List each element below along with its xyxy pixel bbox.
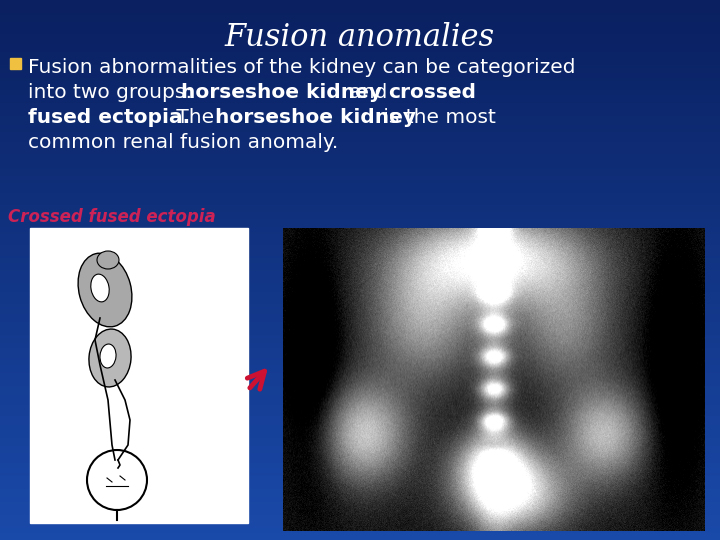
Text: crossed: crossed xyxy=(388,83,476,102)
Text: The: The xyxy=(170,108,220,127)
Text: Left
ureter: Left ureter xyxy=(490,305,525,327)
Ellipse shape xyxy=(97,251,119,269)
Text: common renal fusion anomaly.: common renal fusion anomaly. xyxy=(28,133,338,152)
Text: horseshoe kidney: horseshoe kidney xyxy=(181,83,382,102)
Text: Crossed fused ectopia: Crossed fused ectopia xyxy=(8,208,216,226)
Ellipse shape xyxy=(100,344,116,368)
Ellipse shape xyxy=(89,329,131,387)
Text: is the most: is the most xyxy=(377,108,496,127)
Text: horseshoe kidney: horseshoe kidney xyxy=(215,108,416,127)
Circle shape xyxy=(87,450,147,510)
Text: Fusion anomalies: Fusion anomalies xyxy=(225,22,495,53)
Text: into two groups:: into two groups: xyxy=(28,83,199,102)
Text: Right
ureter: Right ureter xyxy=(304,390,338,411)
Text: Fusion abnormalities of the kidney can be categorized: Fusion abnormalities of the kidney can b… xyxy=(28,58,575,77)
Ellipse shape xyxy=(78,253,132,327)
Bar xyxy=(10,58,21,69)
Ellipse shape xyxy=(91,274,109,302)
Text: and: and xyxy=(343,83,394,102)
Text: fused ectopia.: fused ectopia. xyxy=(28,108,190,127)
Bar xyxy=(30,228,248,523)
